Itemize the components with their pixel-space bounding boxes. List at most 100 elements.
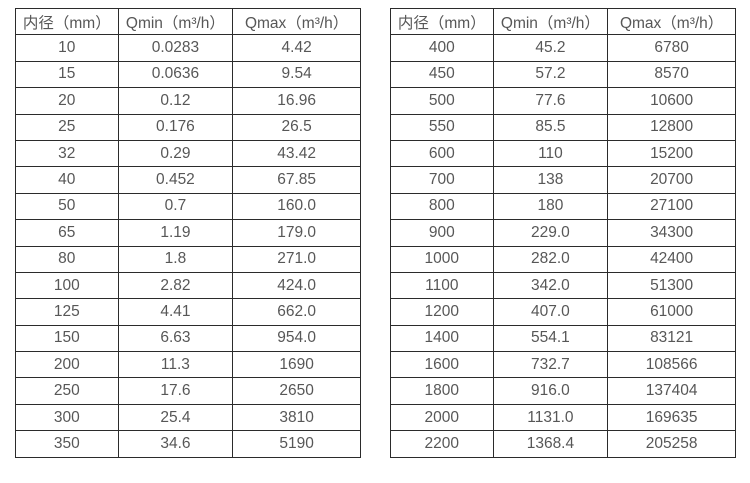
table-cell: 15 <box>15 60 119 89</box>
table-cell: 5190 <box>232 430 361 458</box>
table-row: 2200 1368.4 205258 <box>390 430 736 458</box>
table-cell: 0.29 <box>117 139 234 168</box>
table-row: 350 34.6 5190 <box>15 430 361 458</box>
table-cell: 34300 <box>607 219 736 247</box>
table-row: 1000 282.0 42400 <box>390 245 736 273</box>
table-cell: 20700 <box>607 166 736 194</box>
header-row: 内径（mm） Qmin（m³/h） Qmax（m³/h） <box>390 7 736 36</box>
table-row: 550 85.5 12800 <box>390 113 736 141</box>
table-cell: 407.0 <box>492 298 609 326</box>
table-row: 600 110 15200 <box>390 139 736 168</box>
table-header: 内径（mm） Qmin（m³/h） Qmax（m³/h） <box>15 7 361 36</box>
table-cell: 0.176 <box>117 113 234 141</box>
table-cell: 10600 <box>607 87 736 115</box>
table-row: 50 0.7 160.0 <box>15 192 361 221</box>
table-row: 700 138 20700 <box>390 166 736 194</box>
table-cell: 25.4 <box>117 403 234 432</box>
table-cell: 12800 <box>607 113 736 141</box>
table-row: 1600 732.7 108566 <box>390 351 736 379</box>
table-cell: 0.0636 <box>117 60 234 89</box>
table-cell: 300 <box>15 403 119 432</box>
table-cell: 0.12 <box>117 87 234 115</box>
table-cell: 11.3 <box>117 351 234 379</box>
table-cell: 6.63 <box>117 324 234 353</box>
table-row: 15 0.0636 9.54 <box>15 60 361 89</box>
table-cell: 2000 <box>390 403 494 432</box>
table-cell: 6780 <box>607 34 736 62</box>
table-cell: 150 <box>15 324 119 353</box>
table-cell: 32 <box>15 139 119 168</box>
table-cell: 80 <box>15 245 119 273</box>
table-cell: 2650 <box>232 377 361 405</box>
table-cell: 4.42 <box>232 34 361 62</box>
table-cell: 1.8 <box>117 245 234 273</box>
table-cell: 100 <box>15 271 119 300</box>
table-cell: 40 <box>15 166 119 194</box>
table-cell: 180 <box>492 192 609 221</box>
table-cell: 125 <box>15 298 119 326</box>
table-cell: 61000 <box>607 298 736 326</box>
header-cell: 内径（mm） <box>390 7 494 36</box>
table-row: 400 45.2 6780 <box>390 34 736 62</box>
table-cell: 662.0 <box>232 298 361 326</box>
table-row: 10 0.0283 4.42 <box>15 34 361 62</box>
table-cell: 229.0 <box>492 219 609 247</box>
table-cell: 42400 <box>607 245 736 273</box>
table-cell: 282.0 <box>492 245 609 273</box>
table-cell: 169635 <box>607 403 736 432</box>
table-cell: 3810 <box>232 403 361 432</box>
table-cell: 500 <box>390 87 494 115</box>
table-cell: 137404 <box>607 377 736 405</box>
table-cell: 77.6 <box>492 87 609 115</box>
table-cell: 10 <box>15 34 119 62</box>
table-cell: 424.0 <box>232 271 361 300</box>
table-row: 80 1.8 271.0 <box>15 245 361 273</box>
table-cell: 732.7 <box>492 351 609 379</box>
table-cell: 50 <box>15 192 119 221</box>
table-cell: 0.0283 <box>117 34 234 62</box>
table-cell: 160.0 <box>232 192 361 221</box>
table-body: 10 0.0283 4.42 15 0.0636 9.54 20 0.12 16.96 25 0.1… <box>15 34 361 458</box>
table-cell: 65 <box>15 219 119 247</box>
header-cell: 内径（mm） <box>15 7 119 36</box>
table-cell: 800 <box>390 192 494 221</box>
table-row: 500 77.6 10600 <box>390 87 736 115</box>
flow-table-large-diameters: 内径（mm） Qmin（m³/h） Qmax（m³/h） 400 45.2 6780 45… <box>390 7 736 458</box>
table-row: 20 0.12 16.96 <box>15 87 361 115</box>
table-cell: 9.54 <box>232 60 361 89</box>
table-row: 250 17.6 2650 <box>15 377 361 405</box>
table-row: 150 6.63 954.0 <box>15 324 361 353</box>
table-row: 800 180 27100 <box>390 192 736 221</box>
table-cell: 916.0 <box>492 377 609 405</box>
table-cell: 2200 <box>390 430 494 458</box>
table-row: 450 57.2 8570 <box>390 60 736 89</box>
table-cell: 2.82 <box>117 271 234 300</box>
table-cell: 400 <box>390 34 494 62</box>
table-row: 300 25.4 3810 <box>15 403 361 432</box>
table-header: 内径（mm） Qmin（m³/h） Qmax（m³/h） <box>390 7 736 36</box>
flow-table-small-diameters: 内径（mm） Qmin（m³/h） Qmax（m³/h） 10 0.0283 4.42 1… <box>15 7 361 458</box>
table-cell: 83121 <box>607 324 736 353</box>
table-row: 1100 342.0 51300 <box>390 271 736 300</box>
table-cell: 1400 <box>390 324 494 353</box>
table-cell: 1600 <box>390 351 494 379</box>
table-cell: 17.6 <box>117 377 234 405</box>
table-row: 2000 1131.0 169635 <box>390 403 736 432</box>
table-cell: 45.2 <box>492 34 609 62</box>
table-cell: 25 <box>15 113 119 141</box>
table-cell: 700 <box>390 166 494 194</box>
table-cell: 108566 <box>607 351 736 379</box>
table-cell: 1690 <box>232 351 361 379</box>
header-cell: Qmin（m³/h） <box>492 7 609 36</box>
table-cell: 26.5 <box>232 113 361 141</box>
table-row: 125 4.41 662.0 <box>15 298 361 326</box>
table-cell: 205258 <box>607 430 736 458</box>
table-row: 1800 916.0 137404 <box>390 377 736 405</box>
table-cell: 57.2 <box>492 60 609 89</box>
table-cell: 1368.4 <box>492 430 609 458</box>
table-cell: 0.7 <box>117 192 234 221</box>
table-row: 32 0.29 43.42 <box>15 139 361 168</box>
table-row: 65 1.19 179.0 <box>15 219 361 247</box>
table-row: 25 0.176 26.5 <box>15 113 361 141</box>
table-cell: 110 <box>492 139 609 168</box>
